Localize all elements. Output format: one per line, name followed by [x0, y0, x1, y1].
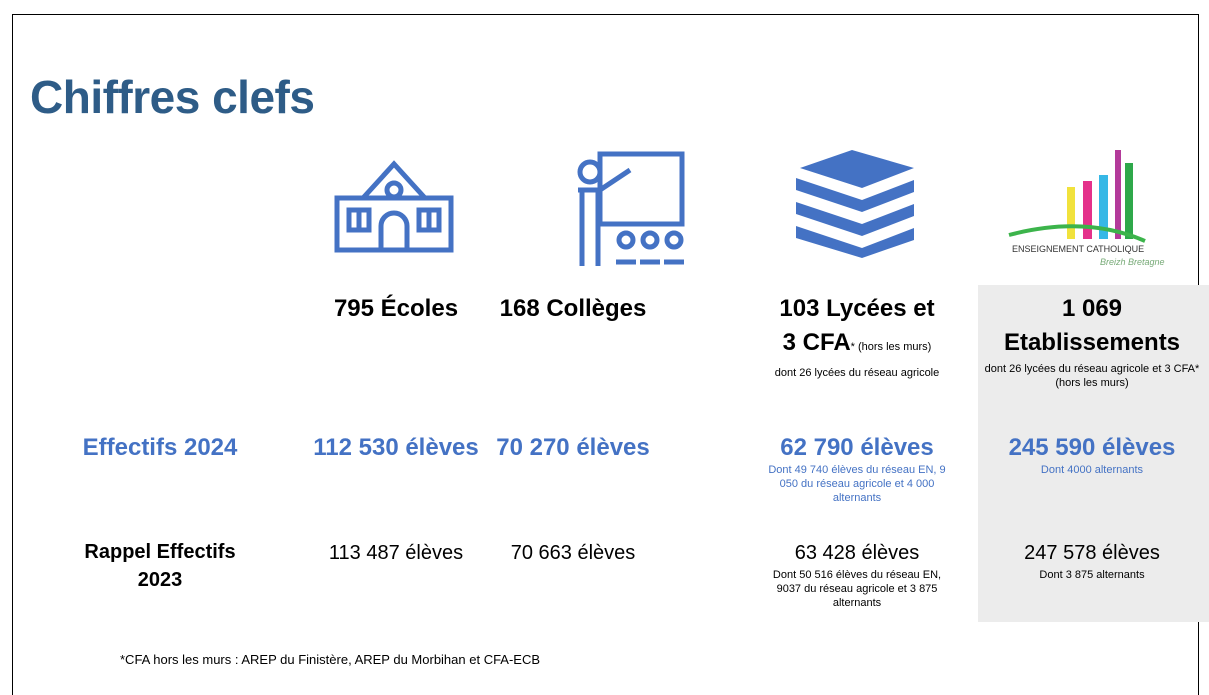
- cell-main: 62 790 élèves: [780, 434, 934, 461]
- heading-text: 168 Collèges: [499, 295, 647, 322]
- column-heading: 795 Écoles: [296, 292, 496, 326]
- heading-text: 3 CFA: [782, 329, 851, 356]
- heading-sub: dont 26 lycées du réseau agricole: [774, 367, 940, 379]
- cell-sub: Dont 4000 alternants: [1040, 464, 1144, 476]
- cell: 63 428 élèves Dont 50 516 élèves du résea…: [742, 538, 972, 610]
- heading-sub: dont 26 lycées du réseau agricole et 3 C…: [984, 363, 1200, 389]
- column-heading: 1 069 Etablissements dont 26 lycées du rés…: [980, 292, 1205, 390]
- cell-sub: Dont 50 516 élèves du réseau EN, 9037 du…: [772, 569, 942, 609]
- cell-sub: Dont 3 875 alternants: [1039, 569, 1145, 581]
- logo-tagline: Breizh Bretagne: [1100, 257, 1165, 267]
- heading-line: 168 Collèges: [473, 292, 673, 326]
- heading-line: 3 CFA* (hors les murs): [742, 326, 972, 364]
- cell: 113 487 élèves: [296, 538, 496, 568]
- heading-line: 103 Lycées et: [742, 292, 972, 326]
- cell-sub: Dont 49 740 élèves du réseau EN, 9 050 d…: [768, 464, 946, 504]
- cell-main: 63 428 élèves: [794, 542, 920, 564]
- heading-text: 103 Lycées et: [779, 295, 935, 322]
- heading-text: Etablissements: [1003, 329, 1181, 356]
- cell: 112 530 élèves: [296, 433, 496, 463]
- column-heading: 168 Collèges: [473, 292, 673, 326]
- cell: 70 270 élèves: [473, 433, 673, 463]
- column-heading: 103 Lycées et 3 CFA* (hors les murs) dont …: [742, 292, 972, 380]
- highlight-column: [978, 285, 1209, 622]
- teacher-icon: [577, 151, 685, 266]
- cell-main: 113 487 élèves: [328, 542, 464, 564]
- footnote: *CFA hors les murs : AREP du Finistère, …: [120, 652, 541, 667]
- school-icon: [334, 160, 454, 253]
- heading-text: 1 069: [1061, 295, 1123, 322]
- page: Chiffres clefs ENSEIGNEMENT CATHOLIQUE B…: [12, 14, 1209, 695]
- cell-main: 70 270 élèves: [496, 434, 650, 461]
- cell-main: 70 663 élèves: [510, 542, 636, 564]
- heading-note: * (hors les murs): [850, 341, 932, 353]
- row-label: Effectifs 2024: [82, 434, 238, 461]
- cell-main: 112 530 élèves: [313, 434, 479, 461]
- cell: 62 790 élèves Dont 49 740 élèves du résea…: [742, 433, 972, 505]
- logo-graphic: [1008, 150, 1146, 243]
- logo-name: ENSEIGNEMENT CATHOLIQUE: [1012, 244, 1145, 254]
- row-label: Rappel Effectifs 2023: [84, 541, 236, 591]
- heading-line: 1 069: [980, 292, 1205, 326]
- heading-line: Etablissements: [980, 326, 1205, 360]
- cell-main: 247 578 élèves: [1024, 542, 1160, 564]
- heading-line: 795 Écoles: [296, 292, 496, 326]
- cell: 245 590 élèves Dont 4000 alternants: [980, 433, 1205, 477]
- title: Chiffres clefs: [30, 71, 315, 123]
- cell: 70 663 élèves: [473, 538, 673, 568]
- heading-text: 795 Écoles: [333, 295, 459, 322]
- cell: 247 578 élèves Dont 3 875 alternants: [980, 538, 1205, 582]
- cell-main: 245 590 élèves: [1008, 434, 1176, 461]
- books-icon: [796, 150, 914, 258]
